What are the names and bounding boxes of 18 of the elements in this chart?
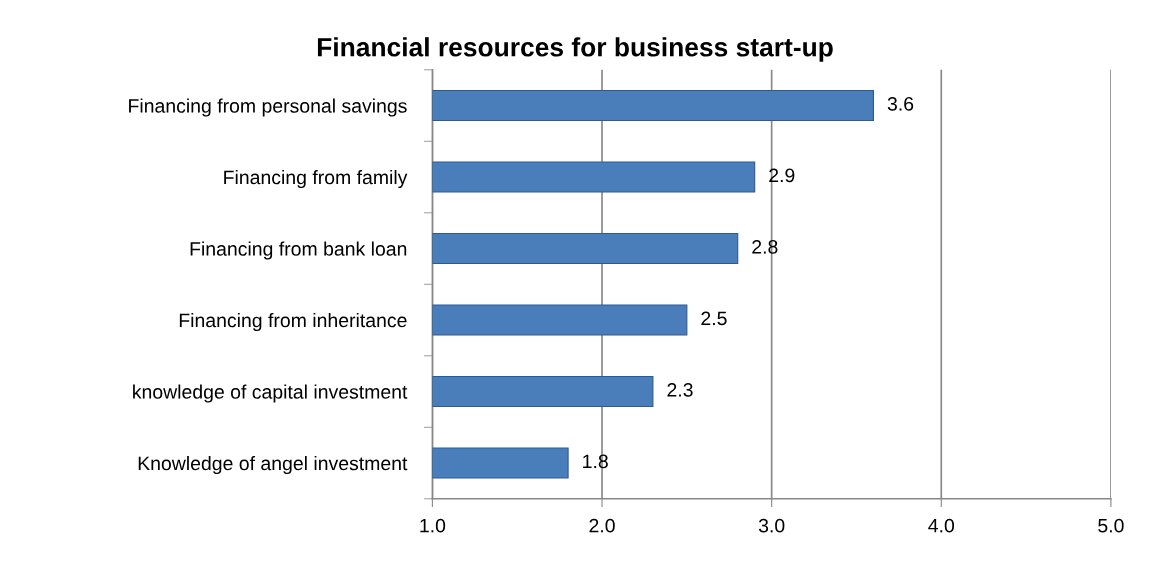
y-tick-label: Financing from inheritance [179,312,407,332]
data-label: 1.8 [583,454,608,469]
x-tick-label: 2.0 [589,518,615,533]
y-tick-label: Financing from bank loan [190,241,407,260]
data-label: 3.6 [887,96,914,111]
data-label: 2.3 [667,382,693,397]
data-label: 2.5 [701,311,727,326]
x-tick-label: 4.0 [928,518,955,533]
x-tick-label: 3.0 [758,518,785,533]
data-label: 2.8 [752,239,778,254]
y-tick-label: knowledge of capital investment [133,384,408,403]
y-tick-label: Knowledge of angel investment [138,455,408,475]
y-tick-label: Financing from personal savings [129,98,407,117]
x-tick-label: 1.0 [420,518,446,533]
x-tick-label: 5.0 [1098,518,1124,533]
data-label: 2.9 [769,168,795,183]
y-tick-label: Financing from family [224,169,408,189]
chart-title: Financial resources for business start-up [317,37,833,62]
